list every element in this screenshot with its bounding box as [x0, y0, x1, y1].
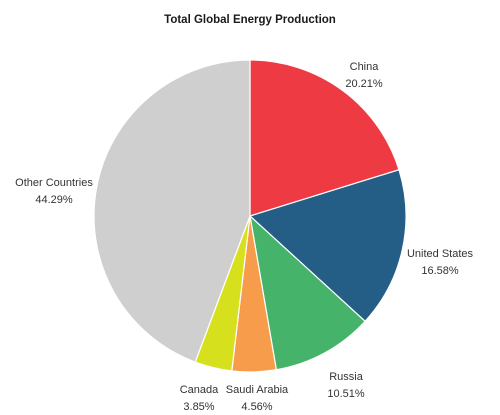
slice-label-china: China: [350, 61, 380, 73]
slice-value-saudi-arabia: 4.56%: [241, 401, 272, 413]
pie-slice-united-states: [248, 169, 407, 323]
chart-title: Total Global Energy Production: [164, 14, 336, 26]
slice-label-other-countries: Other Countries: [15, 177, 93, 189]
slice-value-canada: 3.85%: [183, 401, 214, 413]
pie-labels: China 20.21% United States 16.58% Russia 10.5…: [15, 61, 473, 413]
slice-label-canada: Canada: [180, 384, 219, 396]
slice-value-russia: 10.51%: [327, 388, 365, 400]
pie-slices: [93, 59, 407, 373]
slice-value-china: 20.21%: [345, 78, 383, 90]
slice-label-saudi-arabia: Saudi Arabia: [226, 384, 289, 396]
slice-label-russia: Russia: [329, 371, 364, 383]
pie-slice-russia: [249, 214, 366, 371]
slice-value-united-states: 16.58%: [421, 265, 459, 277]
slice-label-united-states: United States: [407, 248, 474, 260]
slice-value-other-countries: 44.29%: [35, 194, 73, 206]
pie-slice-china: [249, 59, 400, 217]
pie-slice-other-countries: [93, 59, 251, 363]
